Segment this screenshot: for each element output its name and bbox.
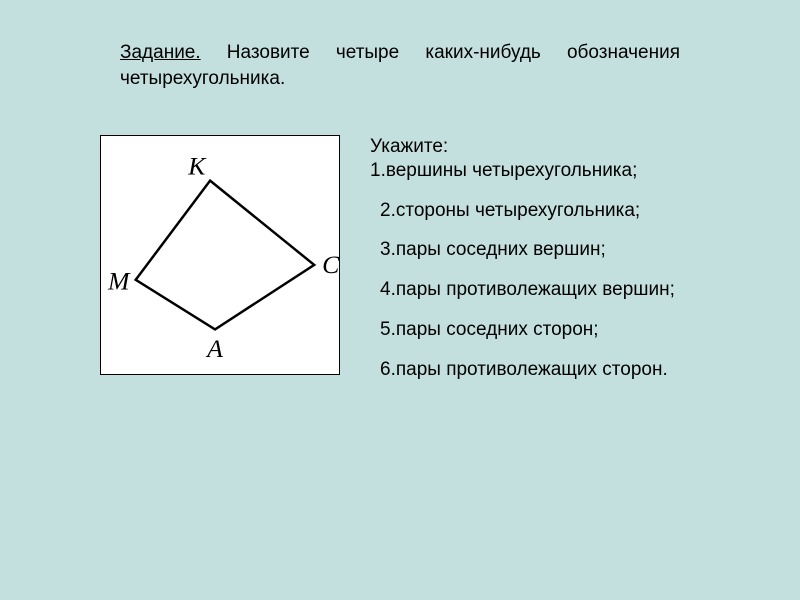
vertex-label-A: A bbox=[205, 334, 223, 363]
intro-text: Укажите: bbox=[370, 136, 448, 157]
question-list: Укажите: 1.вершины четырехугольника; 2.с… bbox=[370, 135, 750, 397]
diagram: K C A M bbox=[100, 135, 340, 375]
task-label: Задание. bbox=[120, 42, 201, 63]
vertex-label-K: K bbox=[187, 152, 207, 181]
question-item: 2.стороны четырехугольника; bbox=[380, 199, 750, 223]
diagram-svg: K C A M bbox=[101, 136, 339, 374]
vertex-label-M: M bbox=[107, 267, 131, 296]
task-body: Назовите четыре каких-нибудь обозначения… bbox=[120, 42, 680, 89]
question-item: 4.пары противолежащих вершин; bbox=[380, 278, 750, 302]
question-item: 3.пары соседних вершин; bbox=[380, 238, 750, 262]
task-text: Задание. Назовите четыре каких-нибудь об… bbox=[120, 40, 680, 91]
slide: Задание. Назовите четыре каких-нибудь об… bbox=[0, 0, 800, 600]
question-item: 1.вершины четырехугольника; bbox=[370, 160, 637, 181]
questions-intro: Укажите: 1.вершины четырехугольника; bbox=[370, 135, 750, 183]
quadrilateral bbox=[136, 181, 314, 330]
vertex-label-C: C bbox=[322, 250, 339, 279]
question-item: 5.пары соседних сторон; bbox=[380, 318, 750, 342]
question-item: 6.пары противолежащих сторон. bbox=[380, 358, 750, 382]
